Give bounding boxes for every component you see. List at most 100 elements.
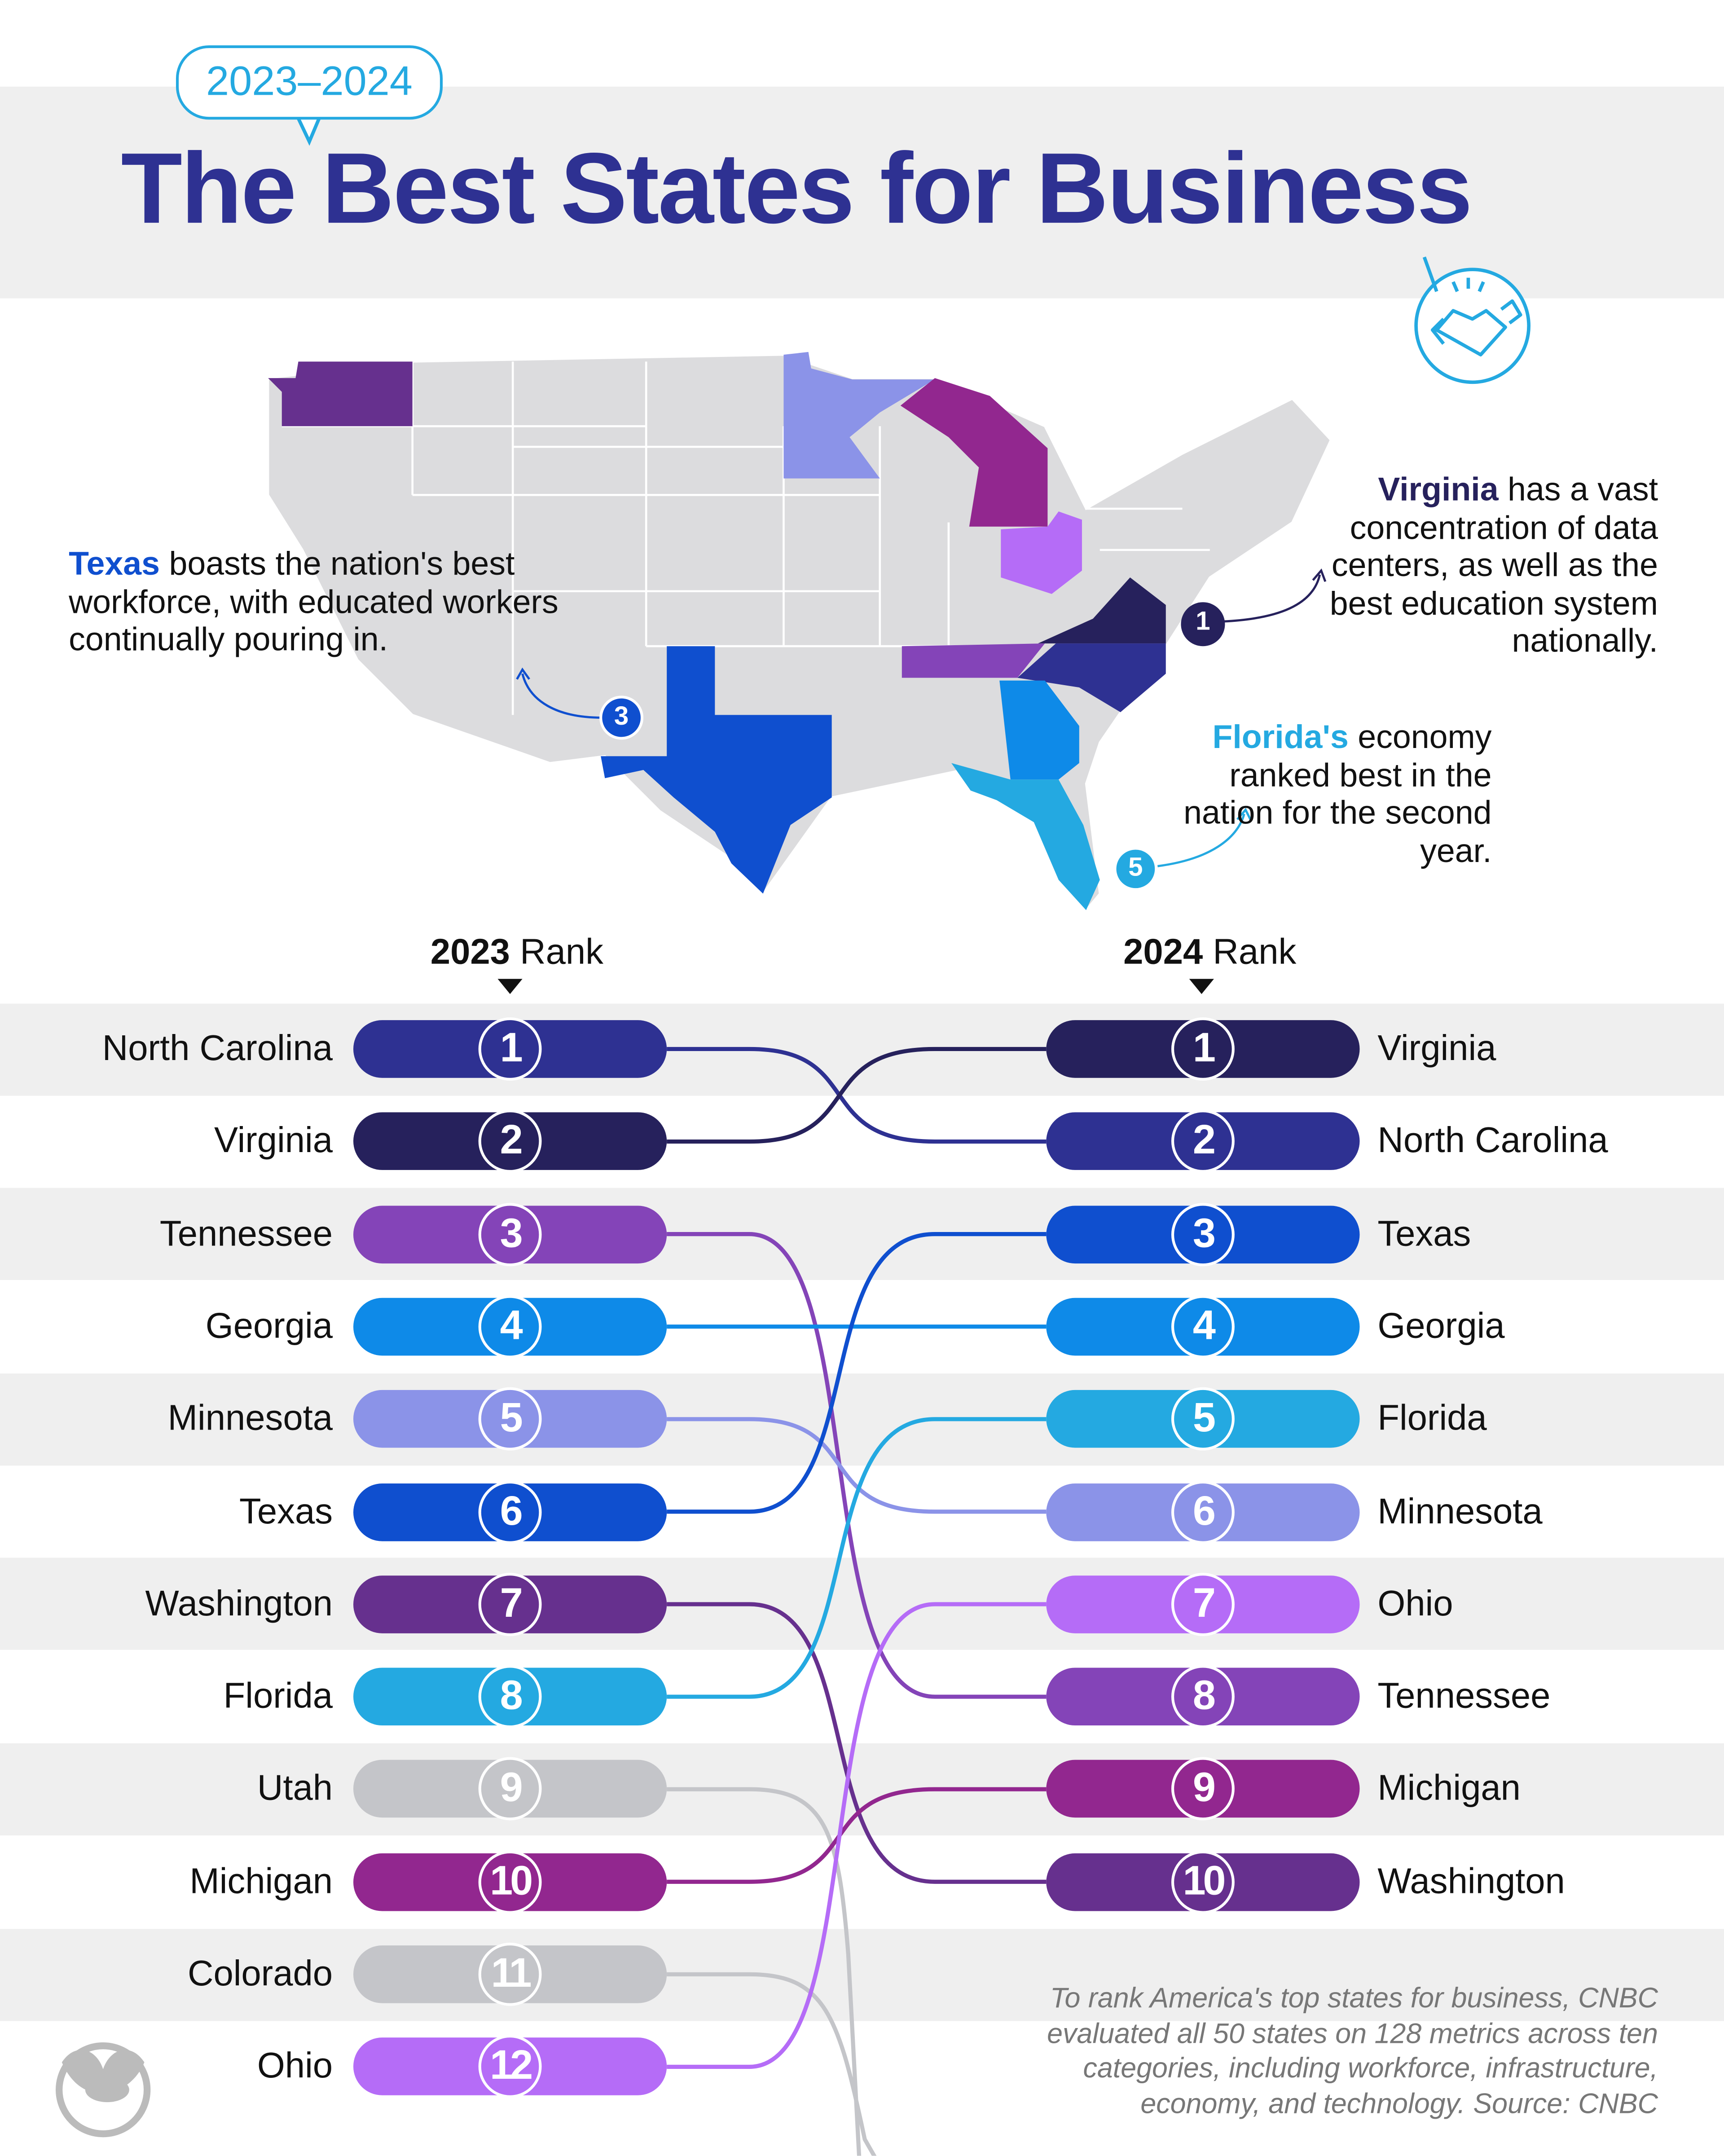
- row-band: [0, 1003, 1724, 1096]
- marker-florida: 5: [1113, 847, 1158, 891]
- connector-virginia: [667, 1047, 1047, 1144]
- state-label: Virginia: [1377, 1027, 1496, 1069]
- column-year-2024: 2024: [1123, 931, 1203, 972]
- state-label: Ohio: [1377, 1582, 1453, 1624]
- map-state-virginia: [1038, 577, 1166, 644]
- note-florida-lead: Florida's: [1212, 719, 1349, 757]
- map-state-minnesota: [783, 352, 935, 479]
- rank-number: 1: [1171, 1017, 1235, 1081]
- arrow-virginia: [1223, 574, 1321, 623]
- column-label-2024: Rank: [1213, 931, 1297, 972]
- column-head-2024: 2024 Rank: [1073, 931, 1347, 973]
- rank-number: 9: [1171, 1757, 1235, 1821]
- note-virginia-lead: Virginia: [1378, 471, 1499, 509]
- rank-number: 12: [478, 2035, 542, 2099]
- rank-number: 10: [478, 1850, 542, 1914]
- page-title: The Best States for Business: [121, 133, 1473, 245]
- state-label: Michigan: [1377, 1767, 1521, 1808]
- map-state-borders: [281, 361, 1210, 715]
- state-label: Texas: [1377, 1212, 1471, 1254]
- map-state-washington: [268, 361, 413, 427]
- row-band: [0, 1188, 1724, 1280]
- state-label: Minnesota: [1377, 1489, 1543, 1531]
- note-texas-text: boasts the nation's best workforce, with…: [69, 546, 559, 659]
- state-label: Colorado: [187, 1952, 333, 1994]
- map-state-north-carolina: [1017, 643, 1166, 713]
- state-label: North Carolina: [102, 1027, 333, 1069]
- footnote: To rank America's top states for busines…: [1047, 1982, 1658, 2120]
- rank-number: 4: [1171, 1295, 1235, 1359]
- note-texas-lead: Texas: [69, 546, 160, 583]
- connector-utah: [667, 1787, 862, 2156]
- map-state-michigan: [900, 378, 1048, 527]
- rank-number: 2: [1171, 1110, 1235, 1173]
- state-label: Washington: [1377, 1860, 1565, 1901]
- state-label: Minnesota: [167, 1397, 333, 1439]
- state-label: Florida: [1377, 1397, 1487, 1439]
- connector-minnesota: [667, 1417, 1047, 1514]
- rank-number: 8: [1171, 1665, 1235, 1729]
- year-badge: 2023–2024: [176, 45, 443, 120]
- rank-number: 6: [1171, 1480, 1235, 1544]
- connector-texas: [667, 1232, 1047, 1514]
- rank-number: 5: [478, 1387, 542, 1451]
- state-label: North Carolina: [1377, 1119, 1608, 1161]
- rank-number: 5: [1171, 1387, 1235, 1451]
- map-state-ohio: [1001, 511, 1082, 594]
- rank-number: 4: [478, 1295, 542, 1359]
- rank-number: 8: [478, 1665, 542, 1729]
- state-label: Georgia: [205, 1304, 333, 1346]
- note-virginia-text: has a vast concentration of data centers…: [1329, 471, 1658, 660]
- rank-number: 1: [478, 1017, 542, 1081]
- header-band: [0, 86, 1724, 299]
- rank-number: 9: [478, 1757, 542, 1821]
- connector-colorado: [667, 1972, 877, 2156]
- connector-ohio: [667, 1602, 1047, 2069]
- down-triangle-icon: [497, 979, 523, 994]
- rank-number: 6: [478, 1480, 542, 1544]
- note-virginia: Virginia has a vast concentration of dat…: [1279, 471, 1658, 660]
- state-label: Texas: [239, 1489, 333, 1531]
- rank-number: 7: [478, 1572, 542, 1636]
- state-label: Washington: [145, 1582, 333, 1624]
- state-label: Utah: [257, 1767, 333, 1808]
- column-label-2023: Rank: [520, 931, 603, 972]
- note-florida-text: economy ranked best in the nation for th…: [1183, 719, 1492, 870]
- arrow-texas: [521, 673, 603, 719]
- connector-florida: [667, 1417, 1047, 1699]
- rank-number: 10: [1171, 1850, 1235, 1914]
- column-year-2023: 2023: [430, 931, 510, 972]
- state-label: Florida: [223, 1675, 333, 1716]
- map-state-texas: [601, 646, 832, 894]
- map-state-georgia: [999, 680, 1079, 780]
- state-label: Michigan: [189, 1860, 333, 1901]
- row-band: [0, 1928, 1724, 2020]
- state-label: Virginia: [214, 1119, 333, 1161]
- state-label: Georgia: [1377, 1304, 1505, 1346]
- marker-virginia: 1: [1181, 602, 1225, 647]
- arrow-florida: [1157, 814, 1245, 867]
- state-label: Tennessee: [159, 1212, 333, 1254]
- column-head-2023: 2023 Rank: [379, 931, 654, 973]
- rank-number: 2: [478, 1110, 542, 1173]
- map-state-florida: [951, 763, 1100, 911]
- row-band: [0, 1558, 1724, 1650]
- rank-number: 3: [478, 1202, 542, 1266]
- rank-number: 3: [1171, 1202, 1235, 1266]
- down-triangle-icon: [1189, 979, 1214, 994]
- note-texas: Texas boasts the nation's best workforce…: [69, 546, 591, 660]
- row-band: [0, 1373, 1724, 1465]
- map-state-tennessee: [902, 643, 1045, 678]
- badge-tail: [295, 114, 322, 146]
- note-florida: Florida's economy ranked best in the nat…: [1182, 719, 1491, 871]
- marker-texas: 3: [599, 695, 644, 740]
- state-label: Ohio: [257, 2045, 333, 2086]
- rank-number: 7: [1171, 1572, 1235, 1636]
